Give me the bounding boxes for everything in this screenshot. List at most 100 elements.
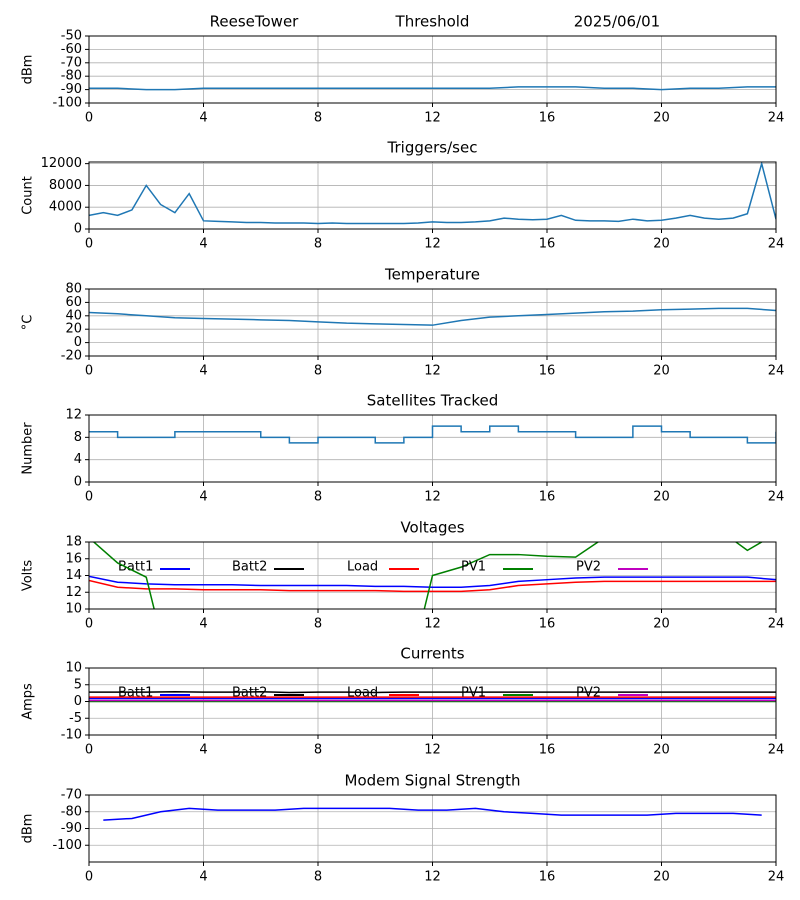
x-tick-label: 12 [424,743,441,758]
y-tick-label: -70 [61,788,82,803]
plot-frame [88,667,777,736]
panel: Modem Signal Strength dBm 0 4 8 12 16 20 24 -100 -… [21,772,785,885]
legend-label: Batt1 [118,686,153,701]
y-tick-label: 60 [65,295,82,310]
plot-frame [88,35,777,104]
y-tick-label: 0 [74,694,82,709]
y-axis-label: dBm [21,55,36,85]
data-line [89,162,776,225]
y-tick-label: 8000 [49,178,82,193]
y-tick-label: 40 [65,308,82,323]
y-tick-label: -70 [61,55,82,70]
x-tick-label: 0 [85,743,93,758]
x-tick-label: 12 [424,490,441,505]
panel: ReeseTower 2025/06/01 Threshold dBm 0 4 8 12 16 2… [21,13,785,126]
x-tick-label: 16 [539,870,556,885]
x-tick-label: 4 [199,743,207,758]
x-tick-label: 4 [199,237,207,252]
data-line [92,542,764,609]
panel-title: Temperature [384,266,480,284]
data-line [89,86,776,91]
y-tick-label: 0 [74,222,82,237]
plot-frame [88,794,777,863]
panel-title: Currents [400,645,464,663]
legend-label: PV1 [461,560,486,575]
x-tick-label: 0 [85,870,93,885]
y-tick-label: 18 [65,535,82,550]
y-tick-label: 12 [65,585,82,600]
x-tick-label: 0 [85,490,93,505]
x-tick-label: 8 [314,237,322,252]
y-axis-label: °C [21,315,36,331]
y-tick-label: -90 [61,82,82,97]
y-tick-label: -20 [61,349,82,364]
data-line [89,575,776,588]
y-tick-label: 10 [65,661,82,676]
x-tick-label: 8 [314,743,322,758]
y-tick-label: 14 [65,568,82,583]
y-axis-label: Volts [21,560,36,592]
y-tick-label: -5 [69,711,82,726]
x-tick-label: 16 [539,617,556,632]
x-tick-label: 0 [85,237,93,252]
y-tick-label: -80 [61,804,82,819]
plot-frame [88,414,777,483]
x-tick-label: 4 [199,364,207,379]
x-tick-label: 12 [424,237,441,252]
x-tick-label: 20 [653,617,670,632]
y-tick-label: 80 [65,282,82,297]
y-axis-label: dBm [21,814,36,844]
legend-label: Load [347,560,378,575]
y-tick-label: 5 [74,677,82,692]
y-tick-label: -80 [61,69,82,84]
legend-label: Batt1 [118,560,153,575]
plot-frame [88,541,777,610]
x-tick-label: 16 [539,111,556,126]
x-tick-label: 20 [653,111,670,126]
y-tick-label: 0 [74,475,82,490]
legend-label: Batt2 [232,560,267,575]
x-tick-label: 4 [199,617,207,632]
legend-label: PV1 [461,686,486,701]
data-line [89,579,776,593]
x-tick-label: 12 [424,870,441,885]
y-tick-label: 12 [65,408,82,423]
y-tick-label: 16 [65,551,82,566]
y-tick-label: 12000 [41,156,82,171]
x-tick-label: 4 [199,870,207,885]
x-tick-label: 16 [539,364,556,379]
x-tick-label: 12 [424,617,441,632]
y-tick-label: 8 [74,430,82,445]
x-tick-label: 16 [539,490,556,505]
x-tick-label: 20 [653,743,670,758]
panel: Currents Amps 0 4 8 12 16 20 24 -10 -5 0 510 Batt1 Bat… [21,645,785,758]
legend-label: Batt2 [232,686,267,701]
y-tick-label: -60 [61,42,82,57]
y-tick-label: -90 [61,821,82,836]
x-tick-label: 8 [314,617,322,632]
x-tick-label: 12 [424,111,441,126]
data-line [89,691,776,694]
x-tick-label: 20 [653,490,670,505]
x-tick-label: 4 [199,490,207,505]
x-tick-label: 20 [653,870,670,885]
x-tick-label: 8 [314,490,322,505]
y-tick-label: -10 [61,728,82,743]
legend-label: PV2 [576,686,601,701]
data-line [89,425,776,444]
x-tick-label: 24 [768,490,785,505]
x-tick-label: 4 [199,111,207,126]
x-tick-label: 0 [85,364,93,379]
plot-frame [88,288,777,357]
x-tick-label: 24 [768,743,785,758]
legend-label: PV2 [576,560,601,575]
y-axis-label: Amps [21,683,36,720]
panel: Triggers/sec Count 0 4 8 12 16 20 24 0 4000 8000 120… [21,139,785,252]
x-tick-label: 24 [768,237,785,252]
x-tick-label: 24 [768,617,785,632]
panel: Satellites Tracked Number 0 4 8 12 16 20 24 0 4 8 12 [21,392,785,505]
panel-title: Triggers/sec [387,139,478,157]
y-tick-label: 4000 [49,200,82,215]
